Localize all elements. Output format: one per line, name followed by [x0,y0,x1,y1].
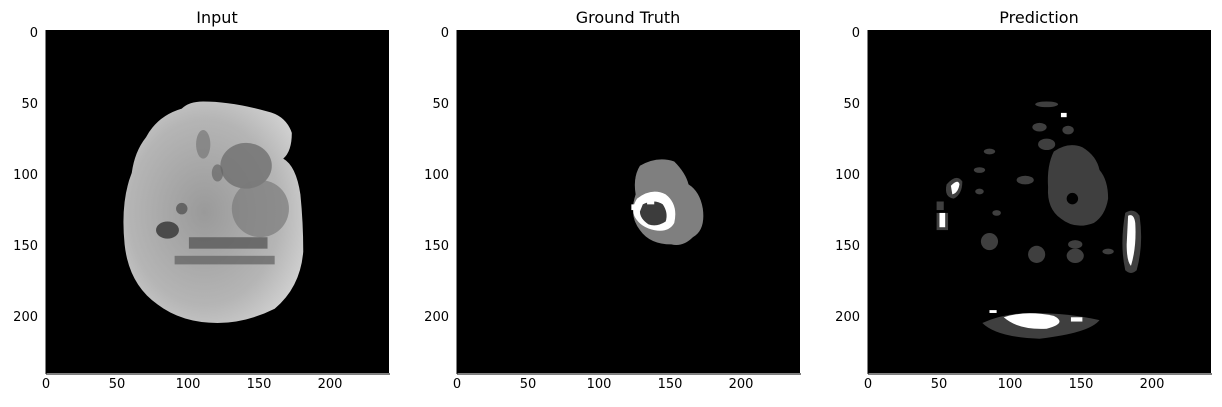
y-tick-label: 150 [424,239,449,254]
y-tick-label: 0 [851,26,860,41]
x-tick-label: 200 [317,377,343,392]
panel-input: Input 0 50 100 150 200 0 50 100 150 200 [0,0,400,407]
x-tick-label: 200 [728,377,754,392]
panel-ground-truth: Ground Truth 0 50 100 150 200 0 50 100 1… [411,0,811,407]
y-tick-label: 50 [21,97,38,112]
y-tick-label: 100 [835,168,860,183]
y-tick-label: 200 [13,310,38,325]
y-tick-label: 100 [424,168,449,183]
x-tick-label: 100 [586,377,612,392]
x-tick-label: 50 [930,377,948,392]
x-tick-label: 50 [519,377,537,392]
x-tick-label: 200 [1139,377,1165,392]
axes-frame [45,30,390,375]
y-tick-label: 0 [29,26,38,41]
panel-title: Ground Truth [575,8,681,27]
panel-title: Input [196,8,238,27]
prediction-mask [868,30,1211,373]
panel-prediction: Prediction [822,0,1222,407]
y-tick-label: 150 [13,239,38,254]
ground-truth-mask [457,30,800,373]
y-tick-label: 150 [835,239,860,254]
y-tick-label: 0 [440,26,449,41]
x-tick-label: 0 [452,377,462,392]
axes-frame [867,30,1212,375]
y-tick-label: 50 [843,97,860,112]
x-tick-label: 50 [108,377,126,392]
x-tick-label: 150 [1068,377,1094,392]
x-tick-label: 150 [246,377,272,392]
x-tick-label: 100 [175,377,201,392]
y-tick-label: 100 [13,168,38,183]
y-tick-label: 200 [424,310,449,325]
x-tick-label: 100 [997,377,1023,392]
y-tick-label: 200 [835,310,860,325]
panel-title: Prediction [999,8,1079,27]
axes-frame [456,30,801,375]
y-tick-label: 50 [432,97,449,112]
x-tick-label: 150 [657,377,683,392]
x-tick-label: 0 [863,377,873,392]
mri-input-image [46,30,389,373]
x-tick-label: 0 [41,377,51,392]
